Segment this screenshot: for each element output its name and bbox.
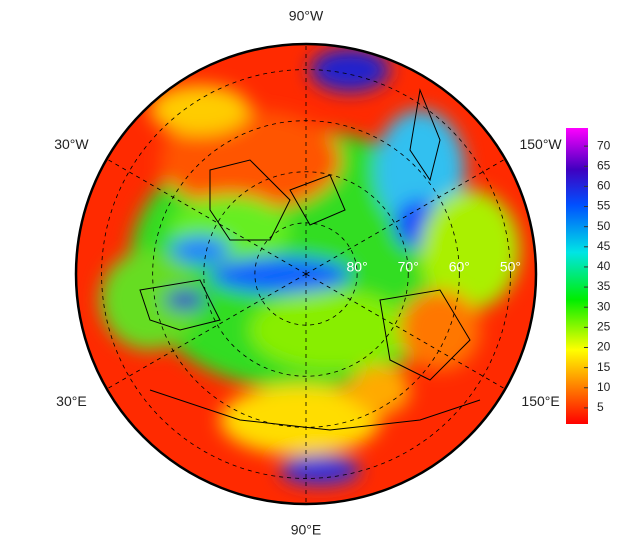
colorbar-tick-label: 20 xyxy=(597,340,611,354)
colorbar-tick-label: 40 xyxy=(597,259,611,273)
meridian xyxy=(106,158,307,275)
longitude-label: 90°W xyxy=(289,8,324,24)
latitude-circle xyxy=(203,171,409,377)
colorbar: 5 10 15 20 25 30 35 40 45 50 55 60 65 70 xyxy=(566,128,611,424)
colorbar-tick-label: 25 xyxy=(597,320,611,334)
colorbar-tick-label: 50 xyxy=(597,219,611,233)
latitude-label: 50° xyxy=(500,259,521,275)
colorbar-ramp xyxy=(566,128,588,424)
longitude-label: 150°E xyxy=(521,393,559,409)
meridian xyxy=(305,158,506,275)
colorbar-tick-label: 15 xyxy=(597,360,611,374)
colorbar-tick-label: 70 xyxy=(597,138,611,152)
meridian xyxy=(305,273,506,390)
coastline xyxy=(139,88,481,431)
colorbar-tick-label: 60 xyxy=(597,179,611,193)
colorbar-tick-label: 5 xyxy=(597,400,604,414)
colorbar-tick-label: 10 xyxy=(597,380,611,394)
latitude-circle xyxy=(101,69,511,479)
longitude-label: 30°W xyxy=(54,136,89,152)
latitude-label: 60° xyxy=(449,259,470,275)
longitude-label: 150°W xyxy=(519,136,562,152)
longitude-label: 90°E xyxy=(291,522,322,538)
map-border xyxy=(74,42,538,506)
meridian xyxy=(106,273,307,390)
colorbar-tick-label: 45 xyxy=(597,239,611,253)
graticule xyxy=(101,44,511,504)
latitude-label: 80° xyxy=(347,259,368,275)
colorbar-tick-label: 30 xyxy=(597,299,611,313)
longitude-label: 30°E xyxy=(56,393,87,409)
colorbar-tick-label: 35 xyxy=(597,279,611,293)
latitude-label: 70° xyxy=(398,259,419,275)
colorbar-tick-label: 55 xyxy=(597,199,611,213)
colorbar-tick-label: 65 xyxy=(597,158,611,172)
